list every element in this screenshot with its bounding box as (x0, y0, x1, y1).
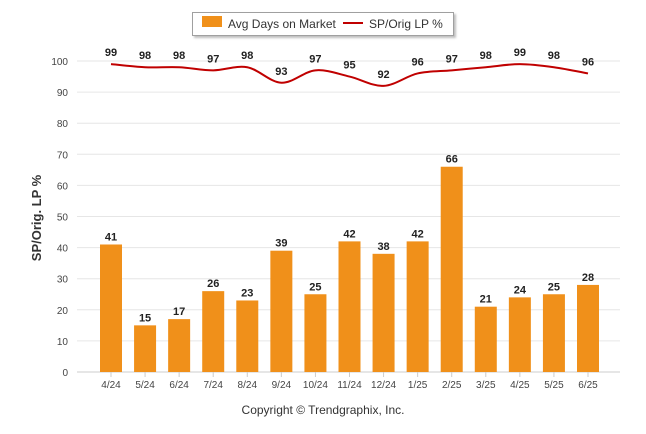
y-tick-label: 50 (57, 213, 69, 224)
y-tick-label: 60 (57, 181, 69, 192)
legend-bar-swatch (202, 16, 222, 27)
x-tick-label: 1/25 (408, 380, 428, 391)
y-tick-label: 40 (57, 244, 69, 255)
bar-value-label: 26 (207, 278, 219, 290)
bar-value-label: 24 (514, 284, 527, 296)
bar (100, 244, 122, 372)
x-tick-label: 7/24 (203, 380, 223, 391)
y-tick-label: 100 (51, 57, 68, 68)
x-tick-label: 4/24 (101, 380, 121, 391)
bar (270, 250, 293, 372)
bar (134, 325, 157, 372)
legend-bar-label: Avg Days on Market (228, 17, 336, 31)
bar (542, 294, 565, 372)
x-tick-label: 5/25 (544, 380, 564, 391)
x-tick-label: 9/24 (272, 380, 292, 391)
bar (406, 241, 429, 372)
x-tick-label: 12/24 (371, 380, 396, 391)
bar-value-label: 23 (241, 287, 253, 299)
bar-value-label: 25 (548, 281, 560, 293)
bar-value-label: 25 (309, 281, 321, 293)
x-tick-label: 10/24 (303, 380, 328, 391)
line-value-label: 98 (241, 50, 253, 62)
line-path (110, 63, 589, 87)
bar (304, 294, 327, 372)
line-value-label: 96 (412, 56, 424, 68)
line-value-label: 92 (377, 69, 389, 81)
bar-value-label: 42 (412, 228, 424, 240)
x-tick-label: 5/24 (135, 380, 155, 391)
line-value-label: 97 (207, 53, 219, 65)
bar (372, 253, 395, 372)
bar-value-label: 42 (343, 228, 355, 240)
x-tick-label: 11/24 (337, 380, 362, 391)
line-data-labels: 99 98 98 97 98 93 97 95 92 96 97 98 99 98 96 (105, 47, 594, 81)
legend: Avg Days on Market SP/Orig LP % (192, 12, 454, 36)
bar-value-label: 17 (173, 306, 185, 318)
y-axis-ticks: 0 10 20 30 40 50 60 70 80 90 100 (51, 57, 68, 379)
x-tick-label: 4/25 (510, 380, 530, 391)
line-value-label: 97 (446, 53, 458, 65)
x-tick-label: 8/24 (238, 380, 258, 391)
x-axis-ticks: 4/24 5/24 6/24 7/24 8/24 9/24 10/24 11/24 12/24 1… (77, 371, 620, 391)
x-tick-label: 2/25 (442, 380, 462, 391)
x-tick-label: 6/25 (578, 380, 598, 391)
line-value-label: 93 (275, 66, 287, 78)
bar (474, 306, 497, 372)
line-value-label: 98 (139, 50, 151, 62)
line-value-label: 99 (514, 47, 526, 59)
bar (202, 291, 225, 372)
line-value-label: 99 (105, 47, 117, 59)
bar-value-label: 38 (377, 241, 389, 253)
bar-data-labels: 41 15 17 26 23 39 25 42 38 42 66 21 24 25 28 (105, 154, 594, 325)
y-tick-label: 90 (57, 88, 69, 99)
copyright-credit: Copyright © Trendgraphix, Inc. (241, 403, 405, 417)
bar (338, 241, 361, 372)
line-value-label: 97 (309, 53, 321, 65)
line-series (110, 63, 589, 87)
x-tick-label: 3/25 (476, 380, 496, 391)
line-value-label: 96 (582, 56, 594, 68)
bar-value-label: 28 (582, 272, 594, 284)
line-value-label: 98 (548, 50, 560, 62)
bar-series (100, 166, 599, 372)
legend-line-label: SP/Orig LP % (369, 17, 443, 31)
bar-value-label: 41 (105, 231, 117, 243)
bar-value-label: 15 (139, 312, 151, 324)
bar (168, 319, 191, 372)
bar-value-label: 39 (275, 238, 287, 250)
bar (440, 166, 463, 372)
y-tick-label: 20 (57, 306, 69, 317)
bar (577, 284, 599, 372)
y-axis-label: SP/Orig. LP % (29, 174, 44, 261)
bar (508, 297, 531, 372)
line-value-label: 98 (480, 50, 492, 62)
bar-value-label: 21 (480, 294, 492, 306)
legend-line-swatch (343, 22, 363, 24)
bar-value-label: 66 (446, 154, 458, 166)
x-tick-label: 6/24 (169, 380, 189, 391)
y-tick-label: 10 (57, 337, 69, 348)
y-tick-label: 70 (57, 150, 69, 161)
bar (236, 300, 259, 372)
y-tick-label: 0 (62, 368, 68, 379)
line-value-label: 98 (173, 50, 185, 62)
y-tick-label: 30 (57, 275, 69, 286)
y-tick-label: 80 (57, 119, 69, 130)
line-value-label: 95 (343, 60, 355, 72)
